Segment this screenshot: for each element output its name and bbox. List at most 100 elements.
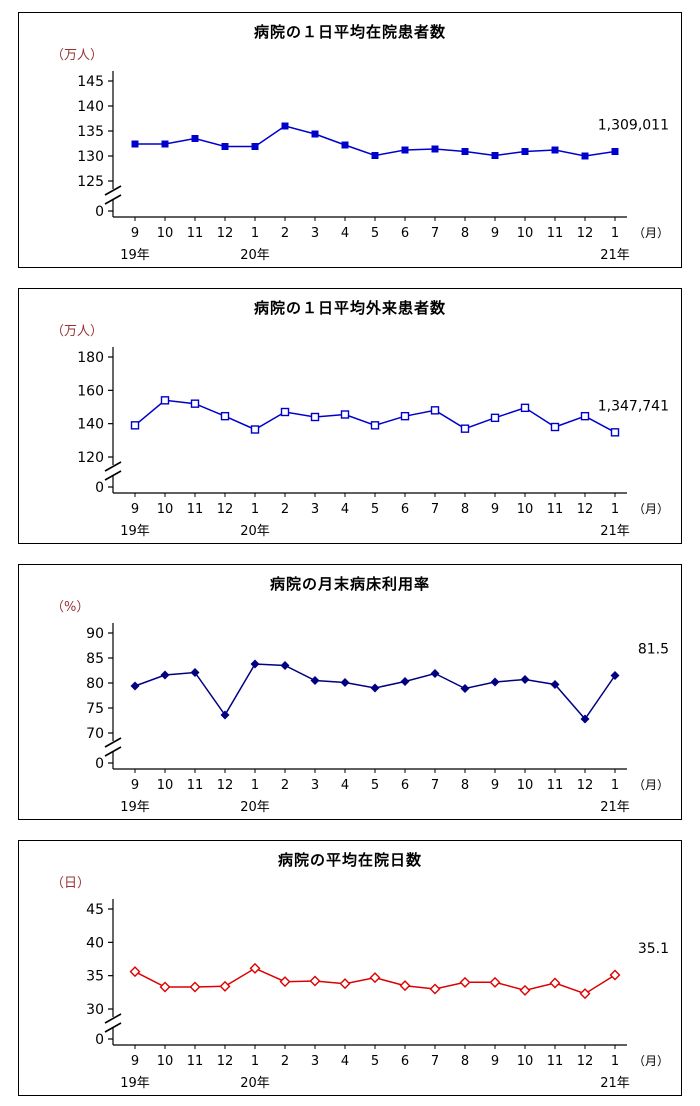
y-tick-label: 40 (86, 935, 104, 951)
data-point-marker (490, 677, 500, 686)
y-tick-label: 140 (77, 416, 104, 432)
data-point-marker (550, 679, 560, 689)
data-point-marker (429, 983, 441, 994)
axis-break-mark (104, 469, 122, 481)
month-label: 4 (341, 1054, 349, 1069)
data-point-marker (581, 152, 589, 159)
month-label: 10 (157, 1054, 174, 1069)
data-point-marker (430, 405, 440, 415)
y-tick-label: 140 (77, 99, 104, 115)
y-axis-unit-label: （万人） (51, 48, 103, 63)
month-label: 11 (547, 502, 564, 517)
y-tick-label: 135 (77, 124, 104, 140)
month-label: 9 (131, 778, 139, 793)
month-label: 6 (401, 778, 409, 793)
data-point-marker (131, 140, 139, 147)
x-axis-unit-label: （月） (633, 1054, 669, 1068)
y-axis-unit-label: （%） (51, 600, 89, 615)
data-point-marker (610, 427, 620, 437)
y-axis-unit-label: （日） (51, 876, 90, 891)
data-point-marker (191, 134, 199, 142)
month-label: 4 (341, 778, 349, 793)
month-label: 7 (431, 226, 439, 241)
month-label: 10 (517, 502, 534, 517)
month-label: 10 (517, 778, 534, 793)
axis-break-mark (104, 736, 122, 748)
chart-title: 病院の１日平均在院患者数 (253, 23, 446, 41)
chart-box-inpatients-daily-average: 病院の１日平均在院患者数 （万人） 145 140 135 130 125 0 9 10 11 12… (18, 12, 682, 268)
data-point-marker (340, 409, 350, 419)
chart-box-outpatients-daily-average: 病院の１日平均外来患者数 （万人） 180 160 140 120 0 9 10 11 12 1 2 3… (18, 288, 682, 544)
month-label: 11 (187, 502, 204, 517)
data-point-marker (579, 987, 591, 999)
month-label: 7 (431, 778, 439, 793)
y-tick-label: 80 (86, 676, 104, 692)
month-label: 10 (157, 778, 174, 793)
zero-label: 0 (95, 756, 104, 772)
data-point-marker (130, 420, 140, 430)
month-label: 2 (281, 226, 289, 241)
month-label: 12 (577, 502, 594, 517)
y-tick-label: 125 (77, 174, 104, 190)
data-point-marker (340, 677, 350, 687)
year-label: 21年 (600, 248, 630, 263)
month-label: 1 (251, 778, 259, 793)
month-label: 12 (217, 1054, 234, 1069)
month-label: 11 (187, 226, 204, 241)
month-label: 4 (341, 226, 349, 241)
data-point-marker (580, 714, 590, 723)
month-label: 3 (311, 1054, 319, 1069)
month-label: 2 (281, 778, 289, 793)
data-point-marker (339, 977, 351, 989)
month-label: 4 (341, 502, 349, 517)
data-point-marker (400, 411, 410, 420)
data-point-marker (460, 683, 470, 693)
year-label: 20年 (240, 524, 270, 539)
data-point-marker (580, 411, 590, 420)
data-point-marker (279, 975, 291, 987)
year-label: 21年 (600, 1076, 630, 1091)
month-label: 3 (311, 226, 319, 241)
y-tick-label: 70 (86, 726, 104, 742)
month-label: 1 (611, 1054, 619, 1069)
data-point-marker (310, 675, 320, 685)
month-label: 1 (611, 502, 619, 517)
y-tick-label: 130 (77, 149, 104, 165)
month-label: 9 (131, 226, 139, 241)
month-label: 11 (547, 1054, 564, 1069)
year-label: 19年 (120, 524, 150, 539)
data-point-marker (431, 145, 439, 152)
data-point-marker (370, 683, 380, 692)
axis-break-mark (104, 745, 122, 757)
month-label: 11 (187, 778, 204, 793)
data-point-marker (190, 667, 200, 677)
data-point-marker (550, 422, 560, 431)
zero-label: 0 (95, 1032, 104, 1048)
month-label: 9 (491, 778, 499, 793)
data-point-marker (219, 980, 231, 992)
chart-title: 病院の１日平均外来患者数 (253, 299, 446, 317)
month-label: 2 (281, 1054, 289, 1069)
data-point-marker (459, 976, 471, 988)
y-tick-label: 35 (86, 968, 104, 984)
data-point-marker (220, 710, 230, 719)
y-tick-label: 160 (77, 383, 104, 399)
month-label: 1 (251, 1054, 259, 1069)
data-point-marker (369, 971, 381, 983)
month-label: 1 (251, 502, 259, 517)
data-point-marker (160, 395, 170, 405)
month-label: 9 (131, 502, 139, 517)
latest-value-annotation: 1,309,011 (598, 117, 669, 133)
year-label: 20年 (240, 800, 270, 815)
year-label: 19年 (120, 800, 150, 815)
x-axis-unit-label: （月） (633, 778, 669, 792)
month-label: 8 (461, 778, 469, 793)
month-label: 9 (491, 502, 499, 517)
data-point-marker (400, 676, 410, 686)
data-point-marker (220, 411, 230, 420)
x-axis-unit-label: （月） (633, 502, 669, 516)
data-point-marker (461, 147, 469, 155)
month-label: 10 (517, 226, 534, 241)
